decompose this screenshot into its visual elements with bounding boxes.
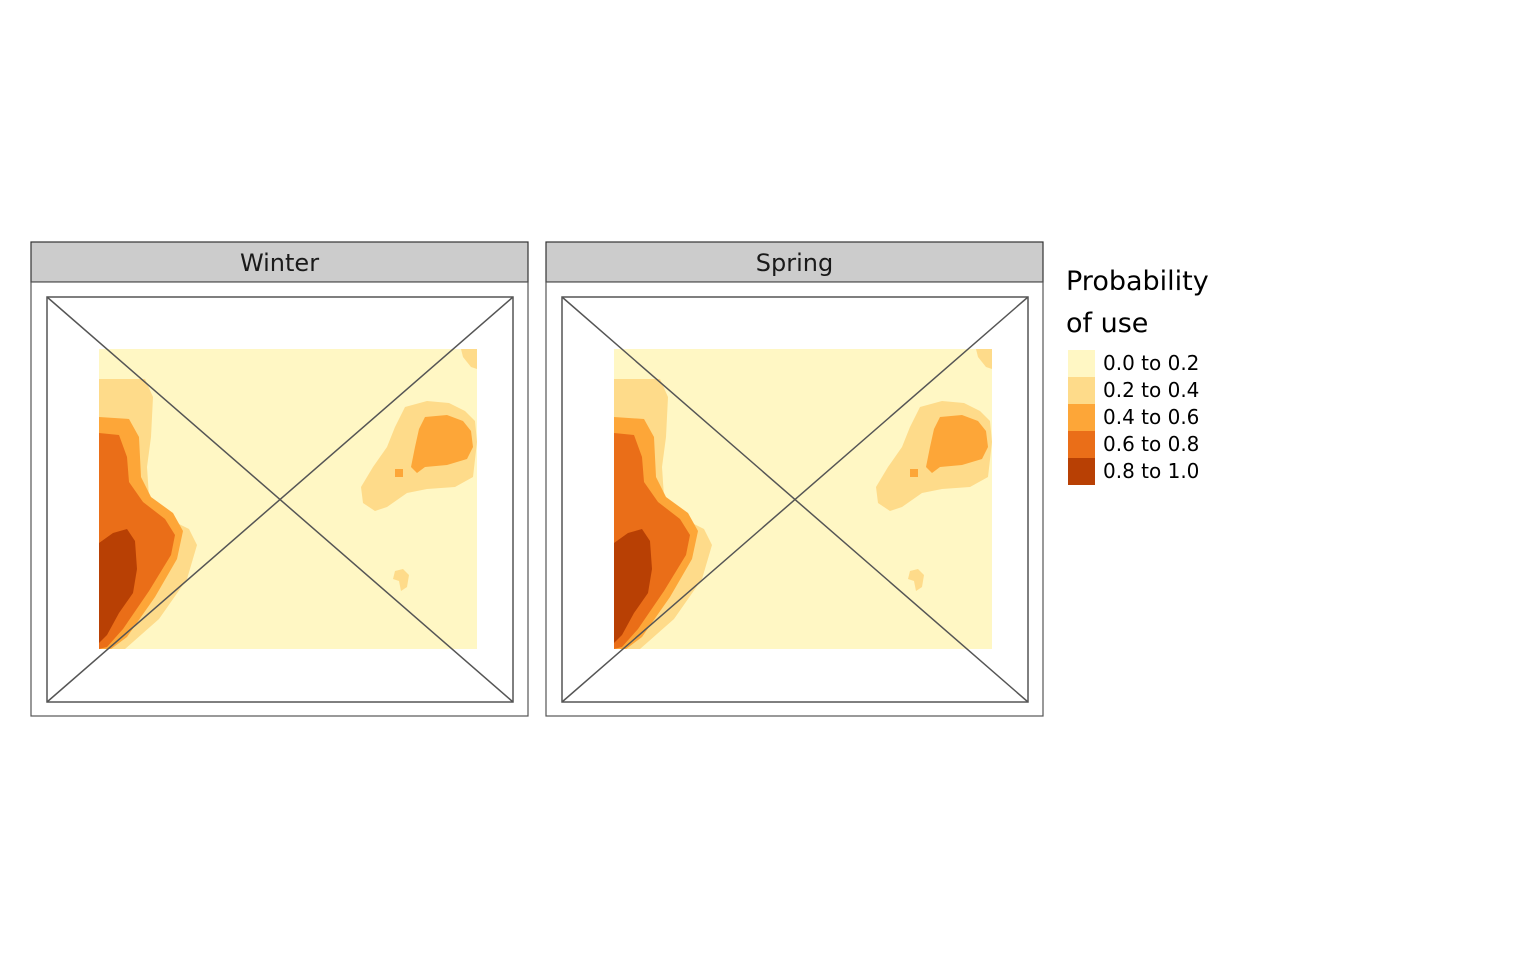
legend: Probability of use 0.0 to 0.20.2 to 0.40… — [1066, 266, 1209, 485]
panel-title: Spring — [756, 249, 833, 277]
legend-label: 0.6 to 0.8 — [1103, 432, 1199, 456]
legend-swatch — [1068, 377, 1095, 404]
legend-title-line-1: Probability — [1066, 266, 1209, 297]
legend-swatch — [1068, 350, 1095, 377]
raster-layer — [99, 349, 477, 649]
panel-strip — [30, 241, 529, 283]
legend-label: 0.2 to 0.4 — [1103, 378, 1199, 402]
legend-title-line-2: of use — [1066, 308, 1148, 339]
legend-label: 0.0 to 0.2 — [1103, 351, 1199, 375]
legend-items: 0.0 to 0.2 0.2 to 0.4 0.4 to 0.6 0.6 to 0.8… — [1068, 350, 1199, 485]
panel-strip — [545, 241, 1044, 283]
panel-title: Winter — [240, 249, 319, 277]
panel-spring: Spring — [545, 241, 1044, 717]
legend-swatch — [1068, 431, 1095, 458]
legend-label: 0.4 to 0.6 — [1103, 405, 1199, 429]
legend-swatch — [1068, 404, 1095, 431]
legend-swatch — [1068, 458, 1095, 485]
panel-winter: Winter — [30, 241, 529, 717]
raster-layer — [614, 349, 992, 649]
legend-label: 0.8 to 1.0 — [1103, 459, 1199, 483]
